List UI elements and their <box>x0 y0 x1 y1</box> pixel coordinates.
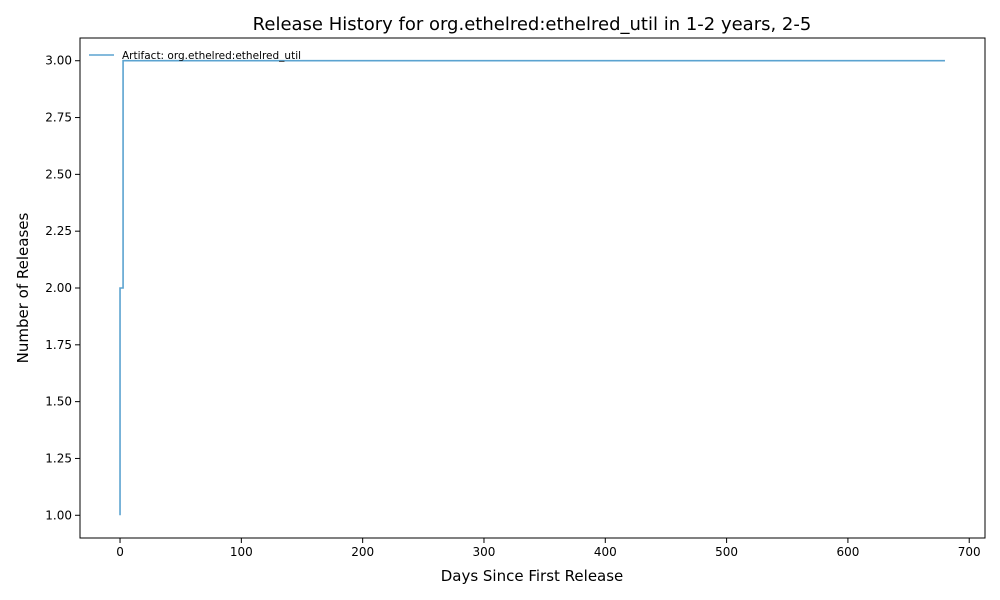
x-tick-label: 0 <box>116 545 124 559</box>
chart-title: Release History for org.ethelred:ethelre… <box>253 14 812 35</box>
y-tick-label: 2.25 <box>45 224 72 238</box>
x-tick-label: 200 <box>351 545 374 559</box>
x-tick-label: 700 <box>958 545 981 559</box>
x-tick-label: 600 <box>836 545 859 559</box>
y-tick-label: 1.50 <box>45 395 72 409</box>
plot-frame <box>79 37 986 539</box>
y-tick-label: 1.00 <box>45 508 72 522</box>
y-axis-label: Number of Releases <box>14 212 32 363</box>
x-tick-label: 300 <box>473 545 496 559</box>
plot-area: 0 100 200 300 400 500 600 700 1.00 1.25 1.50 1.75 2.… <box>45 37 986 559</box>
series-line-0 <box>119 59 945 516</box>
y-tick-label: 3.00 <box>45 54 72 68</box>
x-tick-label: 100 <box>230 545 253 559</box>
y-tick-label: 2.50 <box>45 167 72 181</box>
x-axis-label: Days Since First Release <box>441 567 624 585</box>
y-tick-label: 1.25 <box>45 451 72 465</box>
y-tick-label: 2.75 <box>45 111 72 125</box>
y-tick-label: 2.00 <box>45 281 72 295</box>
y-tick-label: 1.75 <box>45 338 72 352</box>
x-tick-label: 400 <box>594 545 617 559</box>
x-tick-label: 500 <box>715 545 738 559</box>
legend-label: Artifact: org.ethelred:ethelred_util <box>122 50 301 62</box>
